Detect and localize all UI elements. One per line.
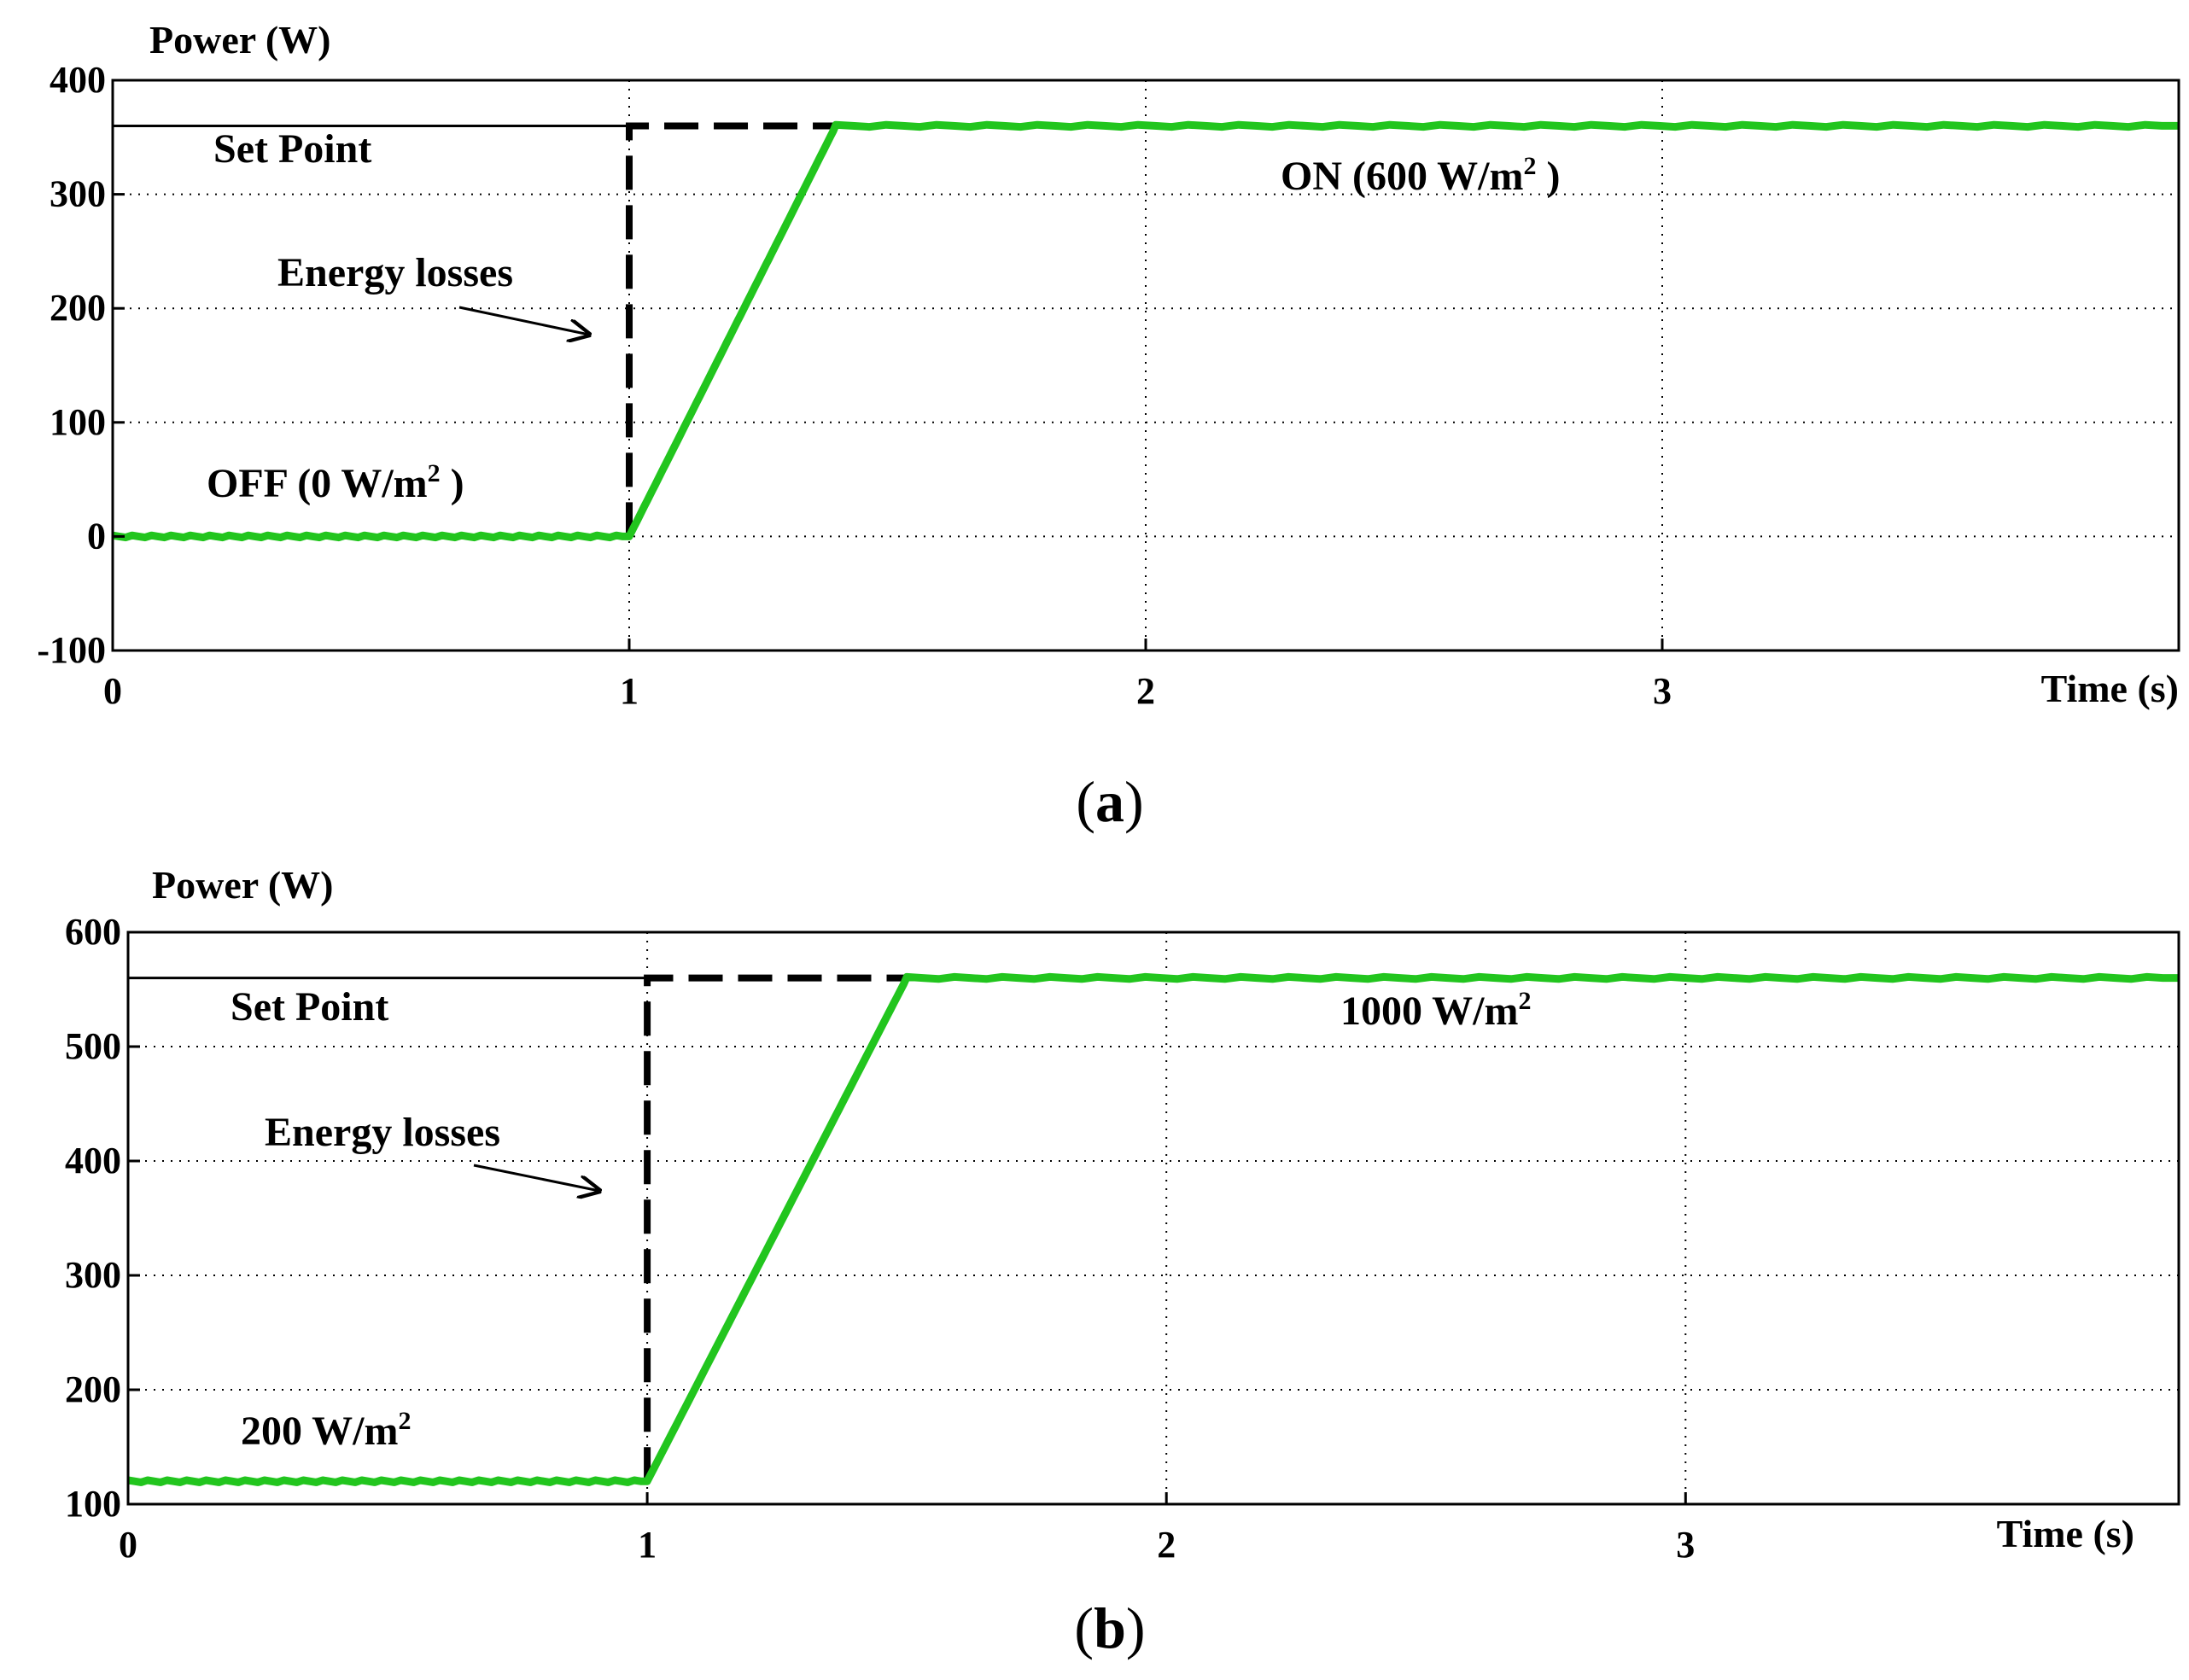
setpoint-label: Set Point <box>213 126 371 172</box>
y-tick-label: 300 <box>50 173 106 215</box>
y-tick-label: 100 <box>65 1483 121 1525</box>
x-tick-label: 2 <box>1136 670 1155 712</box>
y-tick-label: 400 <box>65 1140 121 1181</box>
y-tick-label: 300 <box>65 1254 121 1296</box>
chart-panel-b: 100 200 300 400 500 600 0 1 2 3 Power (W) Time (s… <box>65 863 2180 1660</box>
setpoint-label: Set Point <box>231 984 388 1030</box>
after-irradiance-label: ON (600 W/m2 ) <box>1281 152 1560 199</box>
power-series-line <box>127 972 2179 1486</box>
power-series-line <box>112 120 2179 542</box>
y-tick-label: 400 <box>50 59 106 101</box>
y-tick-label: 600 <box>65 911 121 953</box>
energy-losses-arrow <box>458 306 589 335</box>
x-tick-label: 1 <box>638 1524 657 1566</box>
energy-losses-label: Energy losses <box>265 1110 500 1155</box>
setpoint-step-line <box>626 122 836 537</box>
after-irradiance-label: 1000 W/m2 <box>1340 987 1531 1034</box>
x-tick-label: 0 <box>103 670 122 712</box>
before-irradiance-label: OFF (0 W/m2 ) <box>207 459 464 506</box>
x-axis-label: Time (s) <box>1997 1512 2134 1555</box>
y-axis-label: Power (W) <box>149 18 330 61</box>
x-tick-label: 3 <box>1676 1524 1695 1566</box>
y-tick-label: 0 <box>87 515 106 557</box>
y-tick-label: -100 <box>37 629 106 671</box>
y-tick-label: 100 <box>50 401 106 443</box>
x-tick-label: 2 <box>1157 1524 1176 1566</box>
energy-losses-label: Energy losses <box>277 250 513 295</box>
y-tick-label: 200 <box>65 1368 121 1410</box>
y-tick-label: 500 <box>65 1025 121 1067</box>
before-irradiance-label: 200 W/m2 <box>241 1407 411 1454</box>
x-tick-label: 3 <box>1653 670 1672 712</box>
x-tick-label: 1 <box>620 670 639 712</box>
energy-losses-arrow <box>473 1164 599 1191</box>
y-tick-label: 200 <box>50 287 106 329</box>
y-axis-label: Power (W) <box>152 863 333 907</box>
plot-frame <box>126 930 2180 1506</box>
panel-caption: (b) <box>1074 1595 1145 1660</box>
x-tick-label: 0 <box>119 1524 137 1566</box>
setpoint-step-line <box>644 974 908 1482</box>
panel-caption: (a) <box>1076 769 1143 834</box>
x-axis-label: Time (s) <box>2041 667 2179 710</box>
